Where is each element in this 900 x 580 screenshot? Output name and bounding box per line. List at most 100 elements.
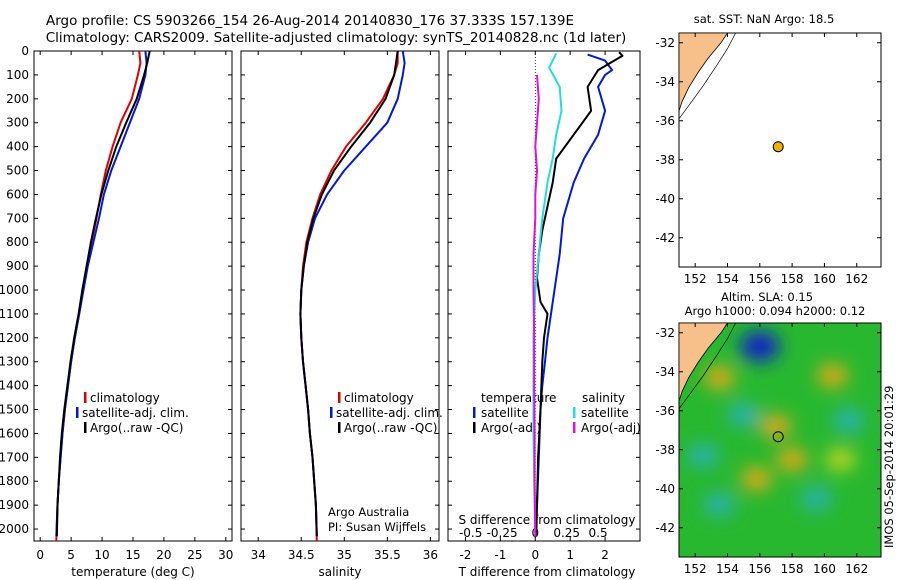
salinity-axes-frame [240, 50, 440, 542]
sla-anomaly-low [801, 487, 832, 510]
legend-swatch-argo [338, 422, 341, 433]
sla-anomaly-high [777, 448, 808, 471]
map-y-tick-label: -32 [655, 326, 675, 340]
shelf-contour [678, 32, 736, 120]
sla-map-panel: Altim. SLA: 0.15 Argo h1000: 0.094 h2000… [655, 290, 882, 576]
map-x-tick-label: 162 [845, 272, 868, 286]
legend-swatch-satellite [76, 407, 79, 418]
x-tick-label: -1 [494, 548, 506, 562]
y-tick-label: 2000 [0, 522, 29, 536]
salinity-footer-line2: PI: Susan Wijffels [328, 520, 426, 534]
difference-xlabel-top: S difference from climatology [459, 513, 636, 527]
salinity-panel: salinity climatology satellite-adj. clim… [240, 50, 443, 579]
legend-label-s-argo: Argo(-adj) [581, 421, 641, 435]
sla-anomaly-low [688, 444, 719, 467]
y-tick-label: 300 [6, 116, 29, 130]
figure-title-line2: Climatology: CARS2009. Satellite-adjuste… [46, 30, 627, 46]
x-top-tick-label: -0.5 [459, 526, 482, 540]
sla-anomaly-mid-high [825, 448, 856, 471]
legend-swatch-s-satellite [573, 407, 576, 418]
argo-position-marker [772, 431, 784, 443]
figure-title-line1: Argo profile: CS 5903266_154 26-Aug-2014… [46, 13, 574, 29]
y-tick-label: 1400 [0, 379, 29, 393]
map-x-tick-label: 152 [684, 272, 707, 286]
map-y-tick-label: -36 [655, 114, 675, 128]
y-tick-label: 0 [21, 44, 29, 58]
x-tick-label: 20 [156, 548, 171, 562]
legend-swatch-t-satellite [473, 407, 476, 418]
series-line-satellite-adj-clim- [299, 50, 406, 537]
map-y-tick-label: -42 [655, 521, 675, 535]
x-tick-label: 35 [337, 548, 352, 562]
difference-panel: T difference from climatology S differen… [447, 50, 641, 579]
map-x-tick-label: 156 [748, 272, 771, 286]
series-line-climatology [55, 50, 142, 542]
sla-anomaly-strong-low [739, 331, 780, 362]
sla-map-title-line1: Altim. SLA: 0.15 [721, 290, 813, 304]
y-tick-label: 1600 [0, 426, 29, 440]
sla-field [688, 331, 864, 516]
temperature-axes-frame [33, 50, 233, 542]
y-tick-label: 100 [6, 68, 29, 82]
legend-swatch-s-argo [573, 422, 576, 433]
y-tick-label: 1000 [0, 283, 29, 297]
sst-map-title: sat. SST: NaN Argo: 18.5 [694, 12, 835, 26]
x-tick-label: 34 [251, 548, 266, 562]
sla-anomaly-high [704, 366, 735, 389]
legend-swatch-t-argo [473, 422, 476, 433]
map-y-tick-label: -38 [655, 443, 675, 457]
legend-label-t-argo: Argo(-adj) [481, 421, 541, 435]
series-line-s-argo-adj- [532, 74, 540, 537]
map-y-tick-label: -38 [655, 153, 675, 167]
series-line-climatology [299, 51, 399, 542]
sla-anomaly-high [741, 468, 772, 490]
map-y-tick-label: -40 [655, 482, 675, 496]
legend-swatch-climatology [338, 392, 341, 403]
map-x-tick-label: 162 [845, 562, 868, 576]
legend-salinity-title: salinity [582, 391, 625, 405]
map-x-tick-label: 154 [716, 272, 739, 286]
difference-xlabel-bottom: T difference from climatology [458, 565, 636, 579]
series-line-argo-raw-qc- [299, 50, 399, 537]
y-tick-label: 1100 [0, 307, 29, 321]
y-tick-label: 1200 [0, 331, 29, 345]
sst-map-panel: sat. SST: NaN Argo: 18.5 152 154 156 158 160… [655, 12, 882, 286]
salinity-legend: climatology satellite-adj. clim. Argo(..… [330, 391, 443, 435]
map-y-tick-label: -40 [655, 192, 675, 206]
legend-label-argo: Argo(..raw -QC) [344, 421, 437, 435]
map-y-tick-label: -34 [655, 365, 675, 379]
map-x-tick-label: 160 [813, 272, 836, 286]
shelf-contour [678, 322, 736, 410]
difference-legend: temperature satellite Argo(-adj) salinit… [473, 391, 641, 435]
legend-swatch-argo [84, 422, 87, 433]
legend-label-climatology: climatology [90, 391, 160, 405]
y-tick-label: 800 [6, 235, 29, 249]
y-tick-label: 400 [6, 140, 29, 154]
map-x-tick-label: 158 [781, 272, 804, 286]
legend-swatch-climatology [84, 392, 87, 403]
legend-label-t-satellite: satellite [481, 406, 529, 420]
legend-label-satellite: satellite-adj. clim. [336, 406, 443, 420]
legend-label-satellite: satellite-adj. clim. [82, 406, 189, 420]
y-tick-label: 1500 [0, 403, 29, 417]
sla-map-title-line2: Argo h1000: 0.094 h2000: 0.12 [685, 304, 866, 318]
temperature-xlabel: temperature (deg C) [71, 565, 194, 579]
x-tick-label: 2 [601, 548, 609, 562]
y-tick-label: 1800 [0, 474, 29, 488]
x-tick-label: 1 [566, 548, 574, 562]
sla-map-background [679, 323, 881, 557]
argo-position-marker [772, 141, 784, 153]
map-y-tick-label: -42 [655, 231, 675, 245]
y-tick-label: 200 [6, 92, 29, 106]
map-x-tick-label: 156 [748, 562, 771, 576]
legend-temperature-title: temperature [481, 391, 556, 405]
y-tick-label: 600 [6, 187, 29, 201]
australia-landmass [678, 32, 729, 112]
y-tick-label: 900 [6, 259, 29, 273]
y-tick-label: 1300 [0, 355, 29, 369]
legend-label-s-satellite: satellite [581, 406, 629, 420]
x-tick-label: 36 [423, 548, 438, 562]
x-tick-label: 10 [94, 548, 109, 562]
x-tick-label: 25 [187, 548, 202, 562]
